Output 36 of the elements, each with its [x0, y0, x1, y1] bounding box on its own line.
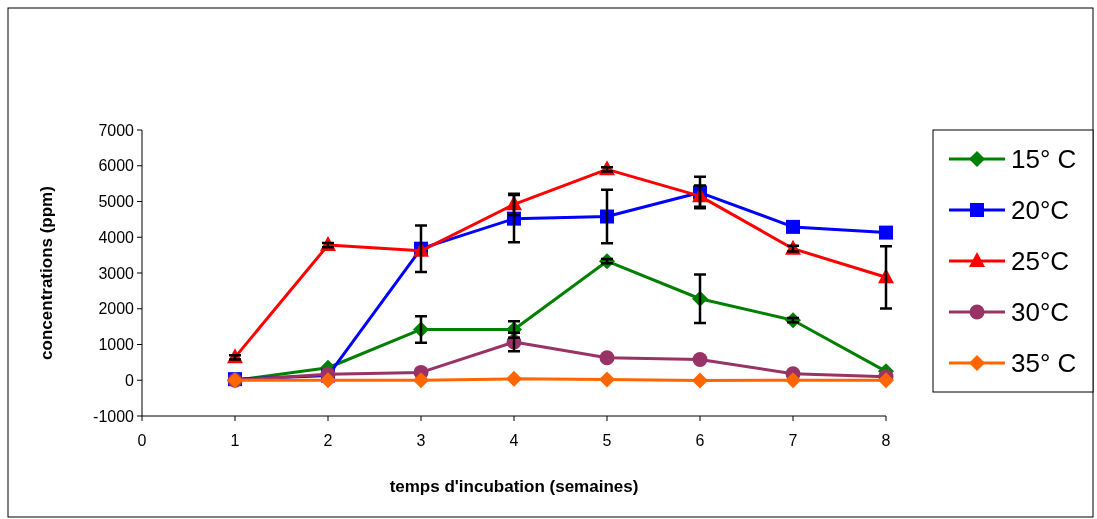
- y-tick-label: 3000: [98, 264, 135, 282]
- point: [879, 225, 893, 240]
- y-tick-label: 4000: [98, 228, 135, 246]
- legend-label: 20°C: [1011, 195, 1070, 226]
- x-tick-label: 3: [416, 432, 426, 449]
- point: [692, 352, 708, 368]
- x-tick-label: 8: [881, 432, 891, 449]
- point: [320, 372, 336, 389]
- y-tick-label: 7000: [98, 121, 135, 139]
- point: [785, 372, 801, 389]
- x-tick-label: 6: [695, 432, 705, 449]
- x-tick-label: 7: [788, 432, 798, 449]
- y-tick-label: 1000: [98, 336, 135, 354]
- x-tick-label: 5: [602, 432, 612, 449]
- y-tick-label: 5000: [98, 193, 135, 211]
- point: [786, 219, 800, 234]
- point: [506, 370, 522, 387]
- x-tick-label: 0: [137, 432, 147, 449]
- x-axis-title: temps d'incubation (semaines): [389, 477, 639, 496]
- y-tick-label: 6000: [98, 157, 135, 175]
- legend-label: 30°C: [1011, 297, 1070, 328]
- x-tick-label: 2: [323, 432, 333, 449]
- x-tick-label: 1: [230, 432, 240, 449]
- y-tick-label: -1000: [93, 407, 135, 425]
- y-axis-title: concentrations (ppm): [37, 186, 56, 360]
- x-tick-label: 4: [509, 432, 519, 449]
- point: [692, 372, 708, 389]
- point: [878, 372, 894, 389]
- y-tick-label: 0: [125, 371, 135, 389]
- legend-label: 15° C: [1011, 144, 1077, 175]
- y-tick-label: 2000: [98, 300, 135, 318]
- point: [599, 350, 615, 366]
- legend-label: 25°C: [1011, 246, 1070, 277]
- legend-label: 35° C: [1011, 348, 1077, 379]
- point: [413, 372, 429, 389]
- point: [599, 371, 615, 388]
